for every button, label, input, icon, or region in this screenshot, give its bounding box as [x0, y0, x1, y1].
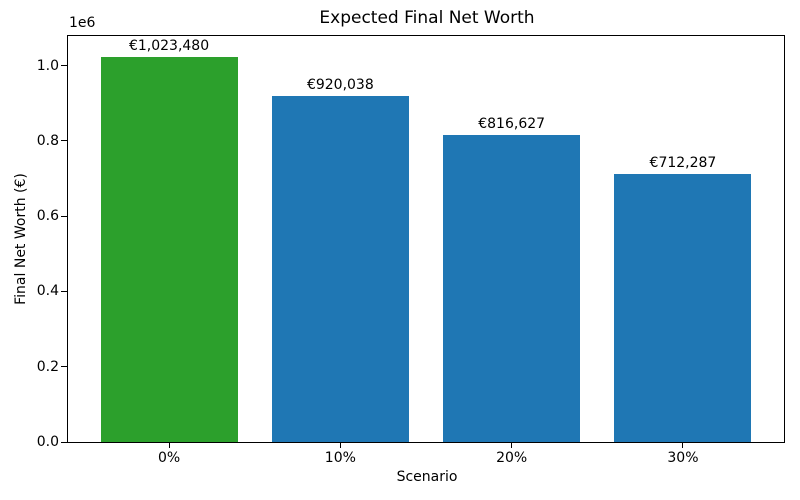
chart-title: Expected Final Net Worth: [319, 8, 535, 28]
x-tick-label-10%: 10%: [324, 450, 356, 466]
y-axis-offset-text: 1e6: [69, 15, 96, 31]
bar-value-label-0%: €1,023,480: [128, 37, 210, 54]
plot-area: €1,023,480 €920,038 €816,627 €712,287: [67, 35, 785, 443]
bar-30%: [614, 174, 752, 442]
x-tick-mark-0%: [168, 443, 170, 448]
y-tick-mark-0.0: [61, 441, 67, 443]
bar-value-label-30%: €712,287: [649, 155, 717, 171]
y-tick-mark-0.2: [61, 366, 67, 368]
y-tick-mark-1.0: [61, 65, 67, 67]
y-tick-mark-0.8: [61, 140, 67, 142]
bar-value-label-20%: €816,627: [478, 115, 546, 132]
y-tick-mark-0.4: [61, 290, 67, 292]
y-tick-label-0.8: 0.8: [36, 132, 59, 149]
y-tick-label-0.6: 0.6: [36, 208, 59, 225]
y-tick-label-0.2: 0.2: [36, 358, 59, 375]
y-tick-label-1.0: 1.0: [36, 57, 59, 74]
x-tick-label-20%: 20%: [496, 450, 528, 466]
x-tick-mark-20%: [511, 443, 513, 448]
x-tick-label-0%: 0%: [157, 450, 181, 466]
x-tick-label-30%: 30%: [667, 450, 699, 466]
bar-value-label-10%: €920,038: [306, 76, 374, 93]
bar-0%: [100, 56, 238, 442]
bar-10%: [271, 95, 409, 442]
y-tick-label-0.4: 0.4: [36, 283, 59, 300]
x-tick-mark-30%: [682, 443, 684, 448]
x-tick-mark-10%: [339, 443, 341, 448]
x-axis-label: Scenario: [396, 469, 458, 485]
bar-20%: [443, 134, 581, 442]
y-tick-mark-0.6: [61, 215, 67, 217]
y-tick-label-0.0: 0.0: [36, 434, 59, 450]
